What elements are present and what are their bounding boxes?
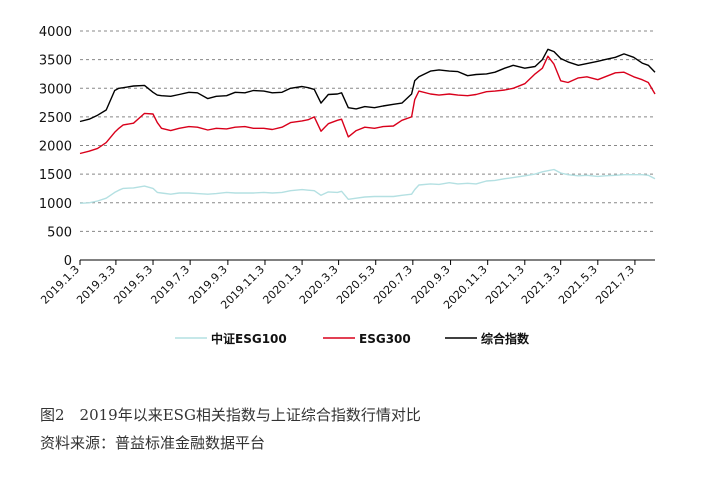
x-tick-label: 2019.5.3 [111,263,155,307]
series-line-esg300-line [79,55,656,155]
y-tick-label: 500 [47,225,72,240]
x-tick-label: 2019.3.3 [74,263,118,307]
series-line-composite-line [79,48,656,123]
y-tick-label: 3000 [39,82,72,97]
legend-label: ESG300 [359,332,411,346]
x-tick-label: 2020.5.3 [334,263,378,307]
gridlines [80,30,655,232]
chart: 0 500 1000 1500 2000 2500 3000 3500 4000 2019.1.… [38,25,656,346]
y-tick-label: 2500 [39,111,72,126]
series-line-esg100-line [79,168,656,204]
x-tick-label: 2021.3.3 [519,263,563,307]
legend-label: 综合指数 [481,331,530,346]
x-tick-label: 2019.7.3 [148,263,192,307]
y-tick-label: 0 [64,254,72,269]
y-tick-label: 4000 [39,25,72,40]
x-tick-label: 2021.5.3 [556,263,600,307]
x-tick-label: 2020.1.3 [260,263,304,307]
y-tick-label: 2000 [39,140,72,155]
source-note: 资料来源：普益标准金融数据平台 [40,434,266,452]
x-tick-label: 2021.7.3 [593,263,637,307]
y-tick-label: 1000 [39,197,72,212]
y-axis-ticks: 0 500 1000 1500 2000 2500 3000 3500 4000 [39,25,72,269]
series-lines [79,48,656,204]
legend: 中证ESG100 ESG300 综合指数 [175,331,530,346]
x-tick-label: 2020.7.3 [371,263,415,307]
x-tick-label: 2020.3.3 [297,263,341,307]
figure-caption: 图2 2019年以来ESG相关指数与上证综合指数行情对比 [40,406,421,424]
y-tick-label: 3500 [39,54,72,69]
x-axis-ticks: 2019.1.32019.3.32019.5.32019.7.32019.9.3… [38,260,637,312]
legend-label: 中证ESG100 [211,331,287,346]
y-tick-label: 1500 [39,168,72,183]
